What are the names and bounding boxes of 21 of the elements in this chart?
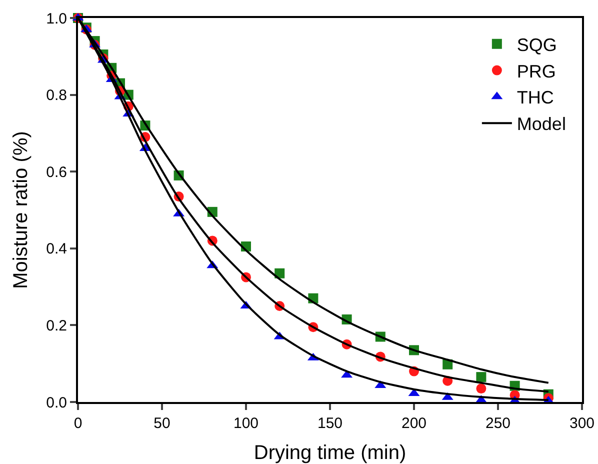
x-tick-label: 50 [154, 415, 170, 432]
x-tick-label: 0 [74, 415, 82, 432]
point [476, 372, 486, 382]
legend-label: PRG [516, 61, 556, 82]
legend-label: Model [516, 114, 566, 134]
x-tick-label: 250 [485, 415, 511, 432]
y-tick-label: 0.2 [46, 317, 67, 334]
legend-label: SQG [516, 34, 557, 55]
y-axis-title: Moisture ratio (%) [10, 131, 32, 289]
legend-label: THC [516, 88, 554, 108]
y-tick-label: 0.8 [46, 87, 67, 104]
x-axis-title: Drying time (min) [254, 442, 406, 464]
y-tick-label: 0.4 [46, 240, 67, 258]
x-tick-label: 100 [233, 415, 259, 432]
x-tick-label: 300 [569, 415, 595, 432]
x-tick-label: 200 [401, 415, 427, 432]
y-tick-label: 0.0 [46, 394, 67, 412]
x-tick-label: 150 [317, 415, 343, 432]
y-tick-label: 1.0 [46, 10, 67, 28]
point [476, 384, 486, 394]
y-tick-label: 0.6 [46, 164, 67, 181]
